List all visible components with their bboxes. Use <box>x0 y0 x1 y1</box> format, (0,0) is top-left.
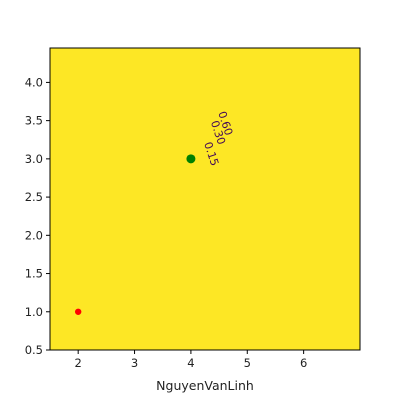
y-tick-label: 1.0 <box>25 305 43 319</box>
x-tick-label: 2 <box>75 356 82 370</box>
filled-band <box>50 48 360 350</box>
y-tick-label: 4.0 <box>25 75 43 89</box>
plot-area <box>50 48 360 350</box>
minimum-point <box>186 154 196 164</box>
plot-frame <box>49 47 361 351</box>
y-tick-label: 1.5 <box>25 267 43 281</box>
x-tick-label: 4 <box>187 356 194 370</box>
start-point <box>74 308 82 315</box>
x-tick-label: 6 <box>300 356 307 370</box>
y-tick-label: 0.5 <box>25 343 43 357</box>
marked-points <box>74 154 196 315</box>
x-axis-ticks: 2 3 4 5 6 <box>75 350 307 370</box>
x-axis-label: NguyenVanLinh <box>156 378 254 393</box>
y-tick-label: 3.5 <box>25 114 43 128</box>
filled-contours <box>50 48 360 350</box>
x-tick-label: 5 <box>244 356 251 370</box>
y-tick-label: 2.5 <box>25 190 43 204</box>
y-tick-label: 3.0 <box>25 152 43 166</box>
y-axis-ticks: 0.5 1.0 1.5 2.0 2.5 3.0 3.5 4.0 <box>25 75 50 357</box>
x-tick-label: 3 <box>131 356 138 370</box>
y-tick-label: 2.0 <box>25 228 43 242</box>
